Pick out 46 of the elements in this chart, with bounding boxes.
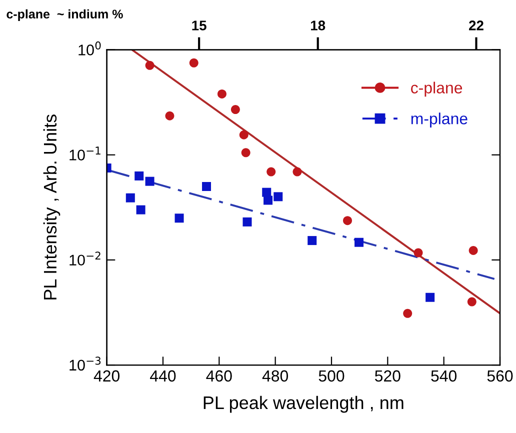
point	[292, 167, 302, 176]
y-tick-label: 10$^{−1}$	[70, 146, 100, 160]
point	[145, 60, 154, 70]
point	[165, 111, 174, 120]
x-tick-label: 560	[487, 370, 513, 382]
x-tick-label: 480	[262, 370, 288, 382]
point	[343, 216, 352, 226]
x-axis-title: PL peak wavelength , nm	[204, 396, 404, 413]
x-tick-label: 420	[94, 370, 120, 382]
y-tick-label: 10$^{−2}$	[70, 252, 100, 266]
x-tick-label: 520	[374, 370, 400, 382]
x2-tick-label: 22	[469, 20, 484, 30]
point	[467, 297, 476, 306]
point	[242, 217, 252, 226]
point	[239, 130, 248, 140]
point	[145, 176, 154, 186]
point	[266, 167, 276, 176]
point	[217, 89, 226, 98]
point	[241, 148, 250, 158]
x-tick-label: 500	[318, 370, 344, 382]
x2-tick-label: 18	[311, 20, 326, 30]
y-axis-title: PL Intensity , Arb. Units	[43, 114, 60, 300]
point	[189, 58, 198, 68]
x-tick-label: 460	[206, 370, 232, 382]
point	[308, 236, 317, 246]
point	[403, 308, 412, 318]
point	[468, 246, 478, 255]
x-tick-label: 440	[150, 370, 176, 382]
point	[426, 292, 435, 302]
point	[274, 192, 283, 202]
point	[134, 171, 144, 180]
x2-axis-title: c-plane ~ indium %	[6, 9, 123, 21]
point	[174, 214, 184, 223]
legend-label: m-plane	[411, 112, 468, 128]
point	[136, 205, 146, 214]
y-tick-label: 10$^{−3}$	[70, 356, 101, 371]
point	[264, 196, 273, 205]
x2-tick-label: 15	[192, 20, 206, 30]
point	[230, 105, 240, 114]
legend-label: c-plane	[411, 82, 462, 97]
y-tick-label: 10$^{0}$	[78, 41, 101, 56]
point	[414, 248, 423, 258]
point	[354, 238, 364, 247]
point	[126, 193, 135, 202]
x-tick-label: 540	[431, 370, 457, 382]
point	[202, 182, 212, 191]
